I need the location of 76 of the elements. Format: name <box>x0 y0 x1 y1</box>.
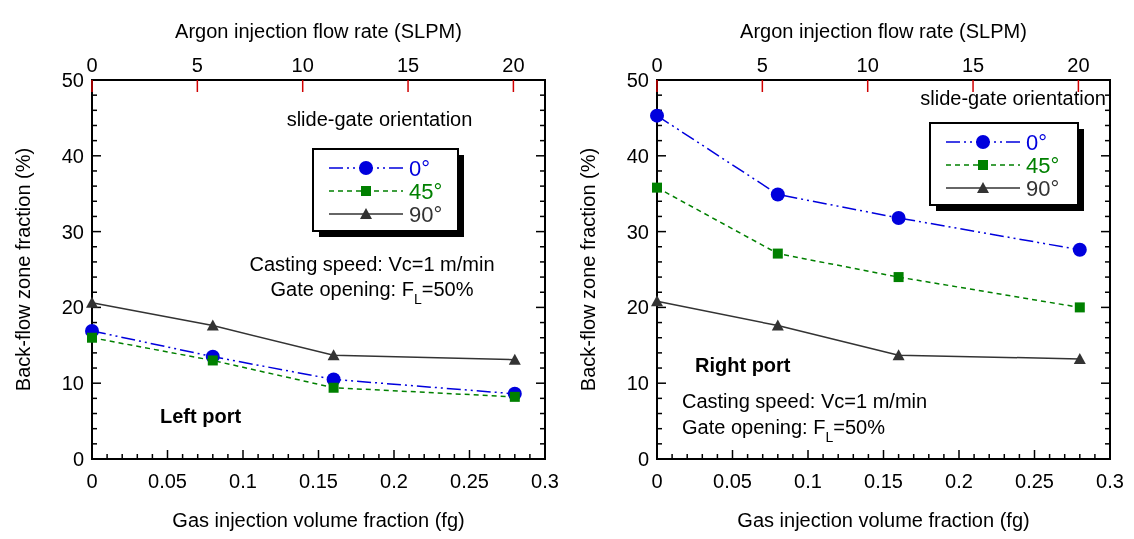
x2-tick-label: 0 <box>86 54 98 76</box>
x-tick-label: 0.15 <box>864 470 903 492</box>
y-tick-label: 0 <box>637 448 649 470</box>
point <box>652 182 662 193</box>
legend-title: slide-gate orientation <box>286 108 473 130</box>
x2-tick-label: 20 <box>1067 54 1090 76</box>
x2-tick-label: 5 <box>191 54 203 76</box>
x-tick-label: 0 <box>86 470 98 492</box>
x2-tick-label: 5 <box>756 54 768 76</box>
legend-label: 0° <box>1026 129 1048 155</box>
y-tick-label: 0 <box>72 448 84 470</box>
annotation: Gate opening: F$_{L}$=50% <box>270 278 474 307</box>
x-tick-label: 0.25 <box>450 470 489 492</box>
x2-tick-label: 10 <box>291 54 314 76</box>
x2-tick-label: 15 <box>396 54 420 76</box>
point <box>508 353 521 365</box>
point <box>651 295 663 307</box>
legend-label: 90° <box>409 201 443 227</box>
point <box>509 391 520 402</box>
y-tick-label: 40 <box>61 144 84 167</box>
point <box>87 332 97 343</box>
x2-tick-label: 15 <box>961 54 985 76</box>
annotation: Casting speed: Vc=1 m/min <box>682 390 928 412</box>
x2-tick-label: 20 <box>502 54 525 76</box>
x-tick-label: 0.2 <box>945 470 973 492</box>
x2-tick-label: 10 <box>856 54 879 76</box>
y-tick-label: 10 <box>61 372 84 395</box>
x-tick-label: 0.3 <box>531 470 559 492</box>
point <box>770 187 785 202</box>
x2-axis-title: Argon injection flow rate (SLPM) <box>175 20 462 42</box>
x-tick-label: 0.3 <box>1096 470 1124 492</box>
point <box>892 349 905 361</box>
point <box>893 272 904 283</box>
point <box>891 210 906 225</box>
y-tick-label: 40 <box>626 144 649 167</box>
annotation: Left port <box>160 405 242 427</box>
x-tick-label: 0.2 <box>380 470 408 492</box>
point <box>1073 352 1086 364</box>
point <box>206 319 219 331</box>
x2-tick-label: 0 <box>651 54 663 76</box>
y-tick-label: 30 <box>626 220 649 243</box>
x-axis-title: Gas injection volume fraction (fg) <box>737 509 1030 531</box>
annotation: Right port <box>695 354 791 376</box>
point <box>327 349 340 361</box>
y-tick-label: 50 <box>61 69 84 91</box>
x-tick-label: 0.15 <box>299 470 338 492</box>
x-tick-label: 0.25 <box>1015 470 1054 492</box>
point <box>1072 242 1087 257</box>
x-tick-label: 0 <box>651 470 663 492</box>
point <box>207 355 218 366</box>
legend-label: 45° <box>409 178 443 204</box>
x-tick-label: 0.1 <box>794 470 822 492</box>
x-tick-label: 0.1 <box>229 470 257 492</box>
y-tick-label: 30 <box>61 220 84 243</box>
point <box>650 108 664 123</box>
y-tick-label: 50 <box>626 69 649 91</box>
point <box>771 319 784 331</box>
legend-title: slide-gate orientation <box>920 87 1106 109</box>
x-tick-label: 0.05 <box>148 470 187 492</box>
point <box>328 382 339 393</box>
point <box>1074 302 1085 313</box>
y-axis-title: Back-flow zone fraction (%) <box>577 147 599 392</box>
y-tick-label: 20 <box>626 296 649 319</box>
x-axis-title: Gas injection volume fraction (fg) <box>172 509 465 531</box>
y-tick-label: 20 <box>61 296 84 319</box>
annotation: Casting speed: Vc=1 m/min <box>249 253 495 275</box>
legend-label: 90° <box>1026 175 1060 201</box>
annotation: Gate opening: F$_{L}$=50% <box>682 416 886 445</box>
point <box>772 248 783 259</box>
y-tick-label: 10 <box>626 372 649 395</box>
x2-axis-title: Argon injection flow rate (SLPM) <box>740 20 1027 42</box>
legend-label: 45° <box>1026 152 1060 178</box>
point <box>86 296 98 308</box>
legend-label: 0° <box>409 155 431 181</box>
y-axis-title: Back-flow zone fraction (%) <box>12 147 34 392</box>
x-tick-label: 0.05 <box>713 470 752 492</box>
